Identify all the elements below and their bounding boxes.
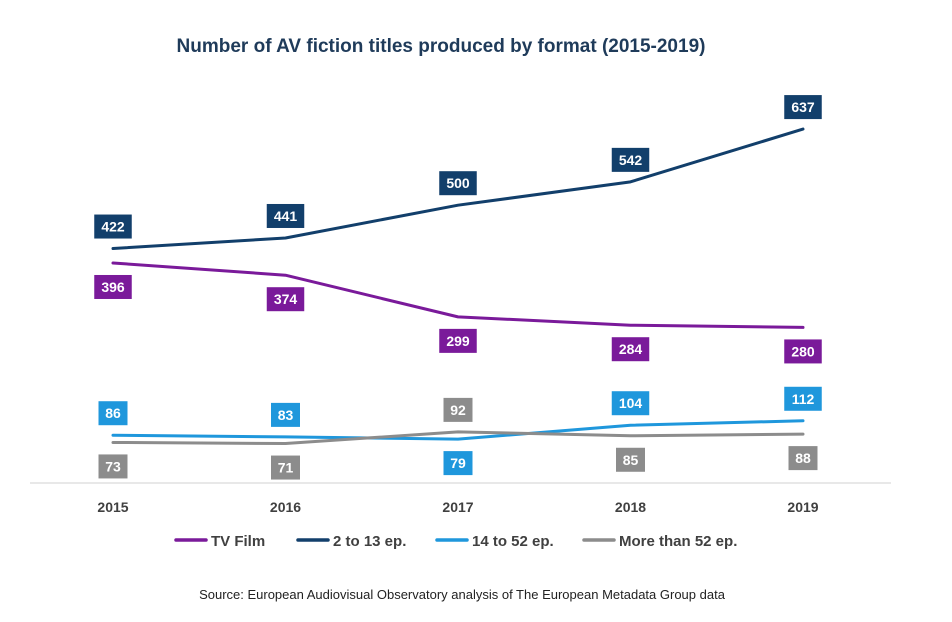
data-label-box xyxy=(98,401,128,426)
legend-label: TV Film xyxy=(211,533,265,550)
data-label-box xyxy=(266,203,305,228)
series-line xyxy=(111,419,805,441)
data-label: 88 xyxy=(788,446,818,471)
legend-label: 2 to 13 ep. xyxy=(333,533,406,550)
data-label-box xyxy=(94,274,132,299)
data-label-box xyxy=(271,455,300,480)
data-label-text: 104 xyxy=(619,395,643,411)
data-label-box xyxy=(784,386,822,411)
chart-title: Number of AV fiction titles produced by … xyxy=(177,36,706,57)
data-label: 441 xyxy=(266,203,305,228)
data-label-text: 83 xyxy=(278,407,294,423)
data-label-text: 374 xyxy=(274,291,298,307)
data-label-box xyxy=(271,402,300,427)
data-label: 280 xyxy=(784,339,822,364)
data-label: 284 xyxy=(611,337,650,362)
data-label: 299 xyxy=(439,328,477,353)
data-label: 396 xyxy=(94,274,132,299)
data-label: 86 xyxy=(98,401,128,426)
legend-item: More than 52 ep. xyxy=(582,533,737,550)
data-label: 92 xyxy=(443,397,473,422)
x-tick-label: 2015 xyxy=(97,499,128,515)
legend-item: TV Film xyxy=(174,533,265,550)
data-label: 637 xyxy=(784,95,822,120)
data-label-box xyxy=(98,454,128,479)
legend-label: 14 to 52 ep. xyxy=(472,533,554,550)
data-label-text: 542 xyxy=(619,152,643,168)
data-label-box xyxy=(611,391,650,416)
x-tick-label: 2017 xyxy=(442,499,473,515)
data-label-box xyxy=(788,446,818,471)
data-label: 422 xyxy=(94,214,132,239)
series-line xyxy=(111,430,805,446)
data-label-box xyxy=(94,214,132,239)
series-line xyxy=(111,127,805,251)
legend-item: 2 to 13 ep. xyxy=(296,533,406,550)
data-label: 500 xyxy=(439,171,477,196)
data-label-box xyxy=(616,447,645,472)
series-line xyxy=(111,261,805,329)
data-label-box xyxy=(611,337,650,362)
data-label-text: 85 xyxy=(623,452,639,468)
data-label-box xyxy=(266,287,305,312)
data-label-box xyxy=(439,328,477,353)
x-tick-label: 2016 xyxy=(270,499,301,515)
data-label-box xyxy=(784,95,822,120)
data-label-text: 73 xyxy=(105,458,121,474)
legend-item: 14 to 52 ep. xyxy=(435,533,554,550)
source-note: Source: European Audiovisual Observatory… xyxy=(199,587,726,602)
data-label-text: 88 xyxy=(795,450,811,466)
data-label-text: 637 xyxy=(791,99,815,115)
data-label-text: 79 xyxy=(450,455,466,471)
x-tick-label: 2019 xyxy=(787,499,818,515)
data-label-text: 396 xyxy=(101,279,125,295)
data-label-text: 441 xyxy=(274,208,298,224)
x-tick-label: 2018 xyxy=(615,499,646,515)
data-label: 542 xyxy=(611,147,650,172)
data-label: 104 xyxy=(611,391,650,416)
data-label: 71 xyxy=(271,455,300,480)
data-label-text: 422 xyxy=(101,219,125,235)
data-label-text: 299 xyxy=(446,333,470,349)
data-label-text: 500 xyxy=(446,175,470,191)
data-label-text: 280 xyxy=(791,343,815,359)
legend-label: More than 52 ep. xyxy=(619,533,737,550)
data-label: 79 xyxy=(443,451,473,476)
data-label-box xyxy=(443,397,473,422)
data-label-box xyxy=(784,339,822,364)
data-label-box xyxy=(439,171,477,196)
data-label-text: 86 xyxy=(105,405,121,421)
data-label-box xyxy=(443,451,473,476)
data-label-text: 71 xyxy=(278,460,294,476)
data-label-box xyxy=(611,147,650,172)
data-label-text: 92 xyxy=(450,402,466,418)
data-label-text: 284 xyxy=(619,341,643,357)
data-label: 83 xyxy=(271,402,300,427)
data-label: 85 xyxy=(616,447,645,472)
data-label: 374 xyxy=(266,287,305,312)
data-label: 112 xyxy=(784,386,822,411)
data-label: 73 xyxy=(98,454,128,479)
data-label-text: 112 xyxy=(792,391,815,407)
